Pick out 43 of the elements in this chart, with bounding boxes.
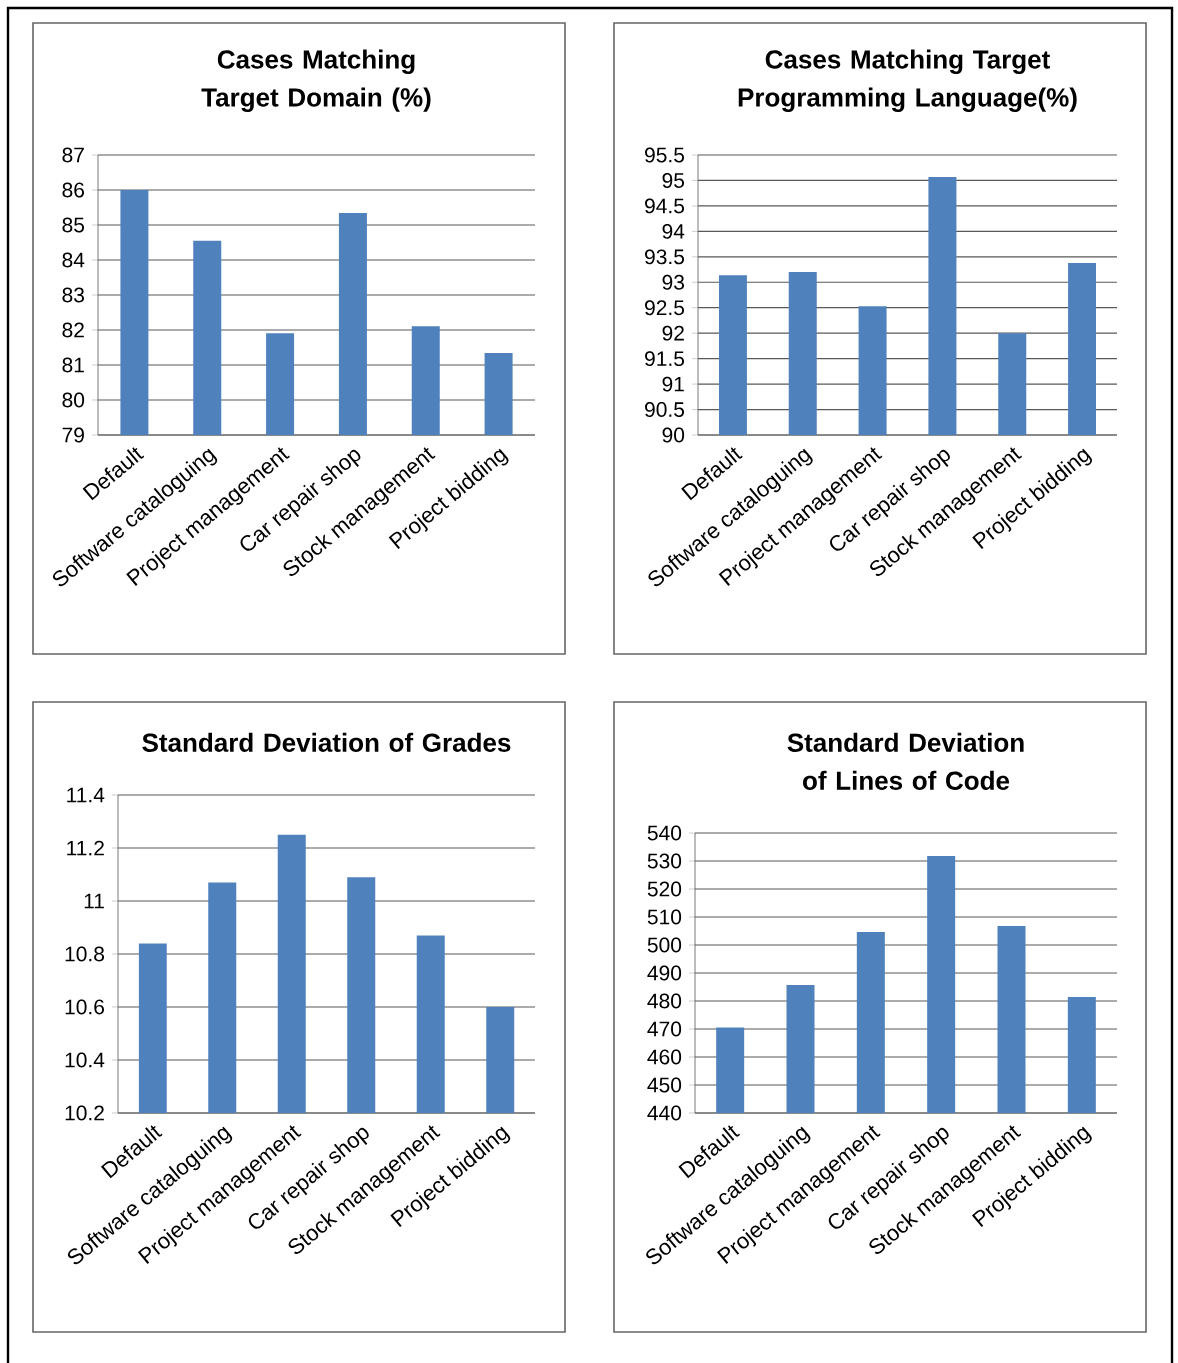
y-tick-label: 10.4 xyxy=(65,1052,105,1068)
y-tick-label: 440 xyxy=(647,1105,682,1121)
chart-title: Cases Matching Target Programming Language(%) xyxy=(738,49,1077,112)
y-tick-label: 10.8 xyxy=(65,946,105,962)
y-tick-label: 82 xyxy=(62,322,84,338)
y-tick-label: 90.5 xyxy=(645,402,685,417)
y-tick-label: 79 xyxy=(62,427,84,443)
y-tick-label: 93 xyxy=(662,274,685,290)
y-tick-label: 94.5 xyxy=(645,198,685,214)
y-tick-label: 510 xyxy=(647,909,682,925)
y-tick-label: 93.5 xyxy=(645,249,685,265)
y-tick-label: 500 xyxy=(647,937,682,953)
y-tick-label: 83 xyxy=(62,287,85,303)
y-tick-label: 11 xyxy=(84,893,104,909)
y-tick-label: 480 xyxy=(647,993,682,1009)
y-tick-label: 85 xyxy=(62,217,85,233)
y-tick-label: 90 xyxy=(662,427,685,443)
y-tick-label: 95.5 xyxy=(645,147,685,163)
y-tick-label: 81 xyxy=(62,357,84,373)
y-tick-label: 530 xyxy=(647,853,682,869)
y-tick-label: 540 xyxy=(647,825,682,841)
y-tick-label: 91 xyxy=(662,376,684,392)
y-tick-label: 470 xyxy=(647,1021,682,1037)
y-tick-label: 11.2 xyxy=(67,840,104,856)
y-tick-label: 87 xyxy=(62,147,84,163)
y-tick-label: 95 xyxy=(662,173,685,188)
chart-title: Cases Matching Target Domain (%) xyxy=(201,49,431,112)
chart-title: Standard Deviation of Lines of Code xyxy=(787,732,1024,790)
y-tick-label: 84 xyxy=(62,252,85,268)
y-tick-label: 10.6 xyxy=(65,999,105,1015)
y-tick-label: 490 xyxy=(647,965,682,981)
y-tick-label: 11.4 xyxy=(67,787,105,803)
y-tick-label: 10.2 xyxy=(65,1105,104,1121)
y-tick-label: 94 xyxy=(662,223,685,239)
chart-title: Standard Deviation of Grades xyxy=(142,732,511,752)
y-tick-label: 450 xyxy=(647,1077,682,1093)
y-tick-label: 92.5 xyxy=(645,300,685,316)
y-tick-label: 520 xyxy=(647,881,682,897)
y-tick-label: 86 xyxy=(62,182,85,198)
y-tick-label: 80 xyxy=(62,392,85,408)
y-tick-label: 91.5 xyxy=(645,351,685,367)
y-tick-label: 460 xyxy=(647,1049,682,1065)
y-tick-label: 92 xyxy=(662,325,684,341)
